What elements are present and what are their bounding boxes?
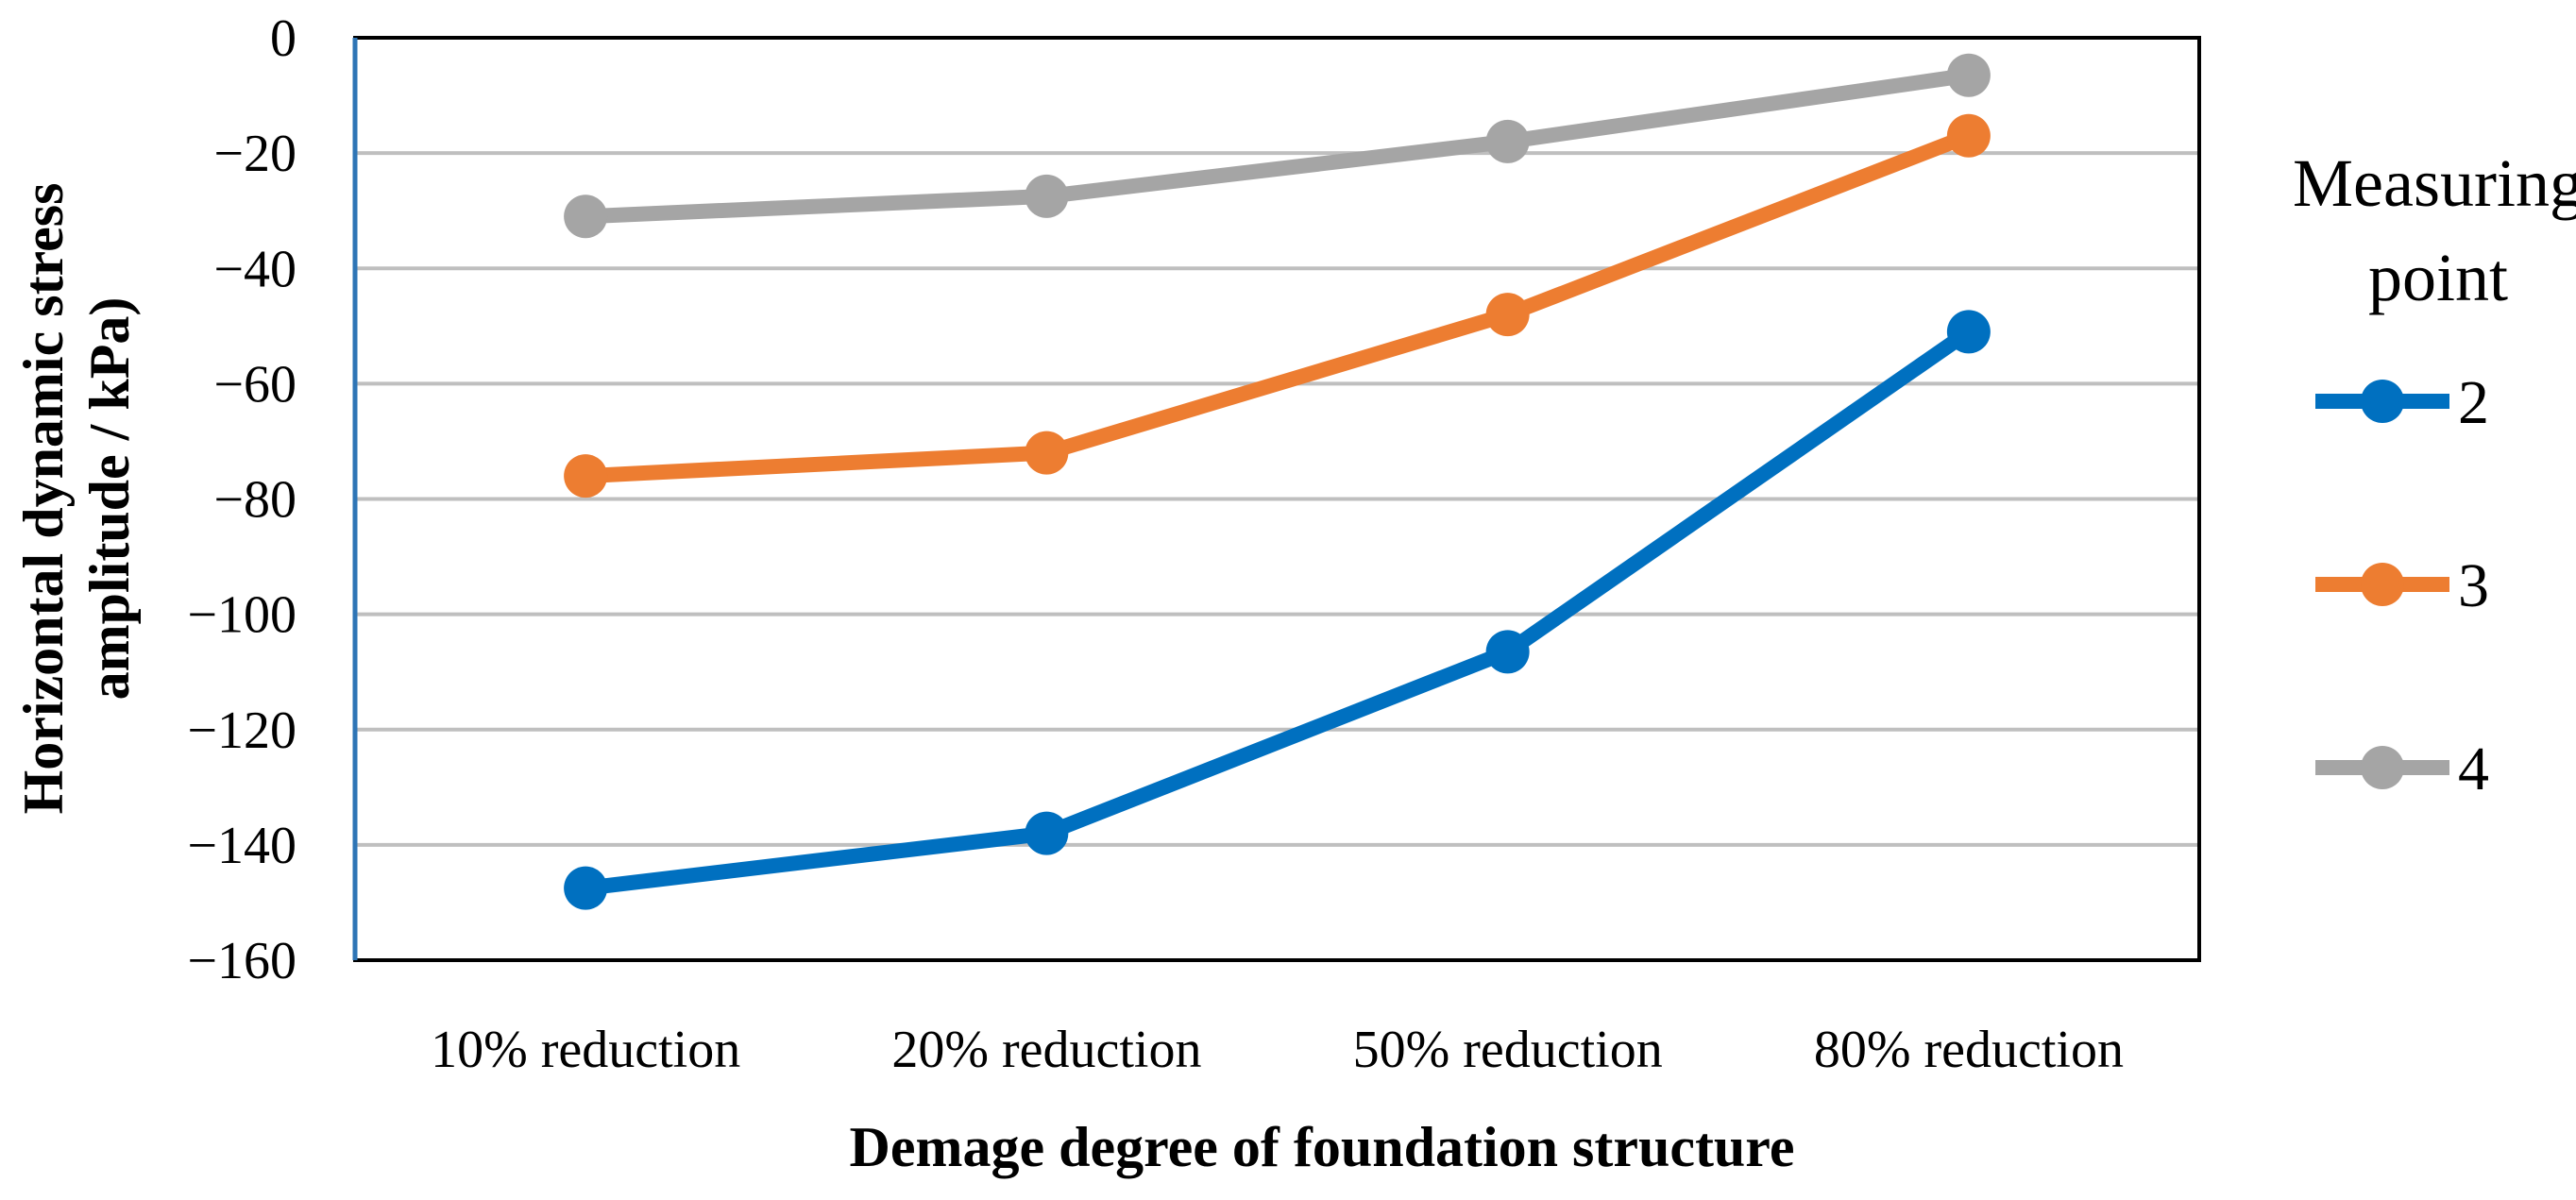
y-axis-title-line-1: Horizontal dynamic stress: [12, 183, 75, 815]
legend-title-line-2: point: [2368, 240, 2508, 315]
x-axis-tick-labels: 10% reduction 20% reduction 50% reduction 8…: [431, 1021, 2124, 1079]
y-axis-title: Horizontal dynamic stress amplitude / kP…: [12, 183, 141, 815]
series-line: [578, 127, 1976, 484]
data-point: [1025, 174, 1069, 218]
legend-title-line-1: Measuring: [2293, 145, 2576, 221]
x-tick-label: 50% reduction: [1353, 1021, 1663, 1079]
legend-item-2: 2: [2315, 368, 2489, 437]
x-tick-label: 80% reduction: [1814, 1021, 2124, 1079]
data-point: [564, 866, 608, 910]
y-tick-label: 0: [270, 9, 297, 68]
legend-item-3: 3: [2315, 551, 2489, 620]
legend-items: 2 3 4: [2315, 368, 2489, 803]
data-point: [1485, 630, 1530, 674]
series-line: [578, 324, 1976, 896]
legend-item-4: 4: [2315, 735, 2489, 803]
y-tick-label: −40: [213, 240, 297, 298]
series-4: [564, 53, 1991, 239]
data-point: [1946, 113, 1991, 158]
x-axis-title: Demage degree of foundation structure: [850, 1116, 1795, 1178]
x-tick-label: 10% reduction: [431, 1021, 740, 1079]
data-point: [1946, 53, 1991, 97]
legend-label: 2: [2458, 368, 2489, 437]
data-point: [1946, 310, 1991, 354]
series-layer: [564, 53, 1991, 910]
y-tick-label: −20: [213, 125, 297, 183]
y-tick-label: −60: [213, 355, 297, 414]
series-2: [564, 310, 1991, 910]
legend-label: 3: [2458, 551, 2489, 620]
y-tick-label: −80: [213, 471, 297, 530]
legend-label: 4: [2458, 735, 2489, 803]
legend-swatch-marker: [2361, 380, 2404, 423]
y-axis-tick-labels: 0 −20 −40 −60 −80 −100 −120 −140 −160: [187, 9, 297, 990]
legend: Measuring point 2 3 4: [2293, 145, 2576, 803]
data-point: [564, 454, 608, 499]
data-point: [1485, 119, 1530, 163]
data-point: [564, 194, 608, 239]
y-tick-label: −100: [187, 586, 297, 645]
legend-swatch-marker: [2361, 563, 2404, 606]
data-point: [1025, 811, 1069, 855]
x-tick-label: 20% reduction: [891, 1021, 1201, 1079]
series-3: [564, 113, 1991, 499]
y-tick-label: −140: [187, 817, 297, 875]
y-tick-label: −120: [187, 701, 297, 760]
data-point: [1485, 293, 1530, 337]
data-point: [1025, 431, 1069, 475]
y-tick-label: −160: [187, 932, 297, 990]
series-line: [578, 67, 1976, 225]
y-axis-title-line-2: amplitude / kPa): [78, 297, 141, 701]
legend-swatch-marker: [2361, 746, 2404, 789]
